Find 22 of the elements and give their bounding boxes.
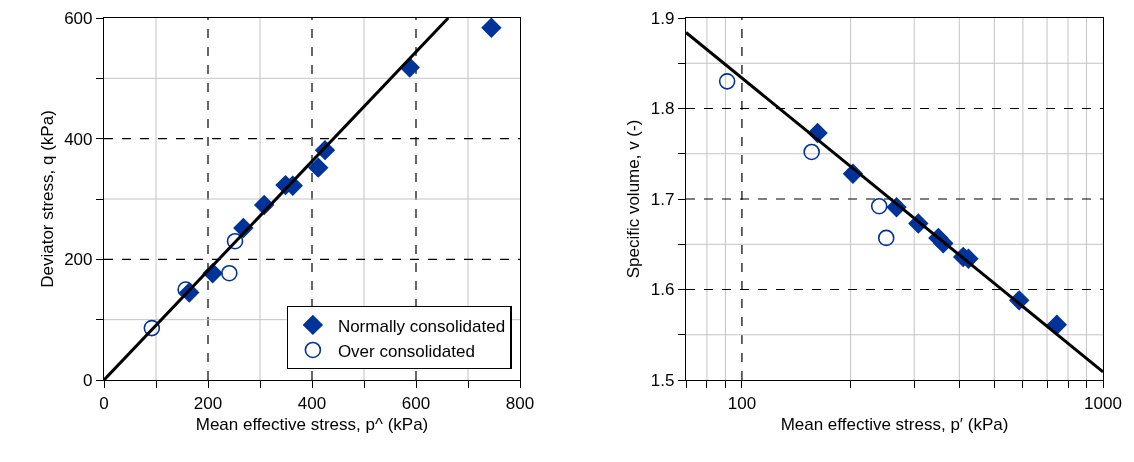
x-tick-label: 200 [193, 393, 223, 413]
x-tick-label: 0 [99, 393, 109, 413]
y-tick-label: 1.9 [650, 8, 675, 28]
y-tick-label: 0 [83, 370, 93, 390]
x-tick-label: 100 [727, 393, 757, 413]
y-tick-label: 1.7 [650, 189, 675, 209]
y-tick-label: 1.8 [650, 99, 675, 119]
y-tick-label: 400 [64, 129, 93, 149]
y-tick-label: 1.6 [650, 280, 675, 300]
y-tick-label: 1.5 [650, 370, 675, 390]
y-axis-title: Specific volume, v (-) [624, 119, 644, 279]
legend-label: Normally consolidated [337, 316, 506, 336]
x-tick-label: 1000 [1084, 393, 1122, 413]
legend-label: Over consolidated [337, 341, 475, 361]
y-axis-title: Deviator stress, q (kPa) [37, 110, 57, 288]
x-axis-title: Mean effective stress, p′ (kPa) [780, 414, 1009, 434]
y-tick-label: 200 [64, 250, 93, 270]
y-tick-label: 600 [64, 8, 93, 28]
x-tick-label: 800 [505, 393, 535, 413]
x-tick-label: 600 [401, 393, 431, 413]
x-tick-label: 400 [297, 393, 327, 413]
x-axis-title: Mean effective stress, p^ (kPa) [195, 414, 429, 434]
